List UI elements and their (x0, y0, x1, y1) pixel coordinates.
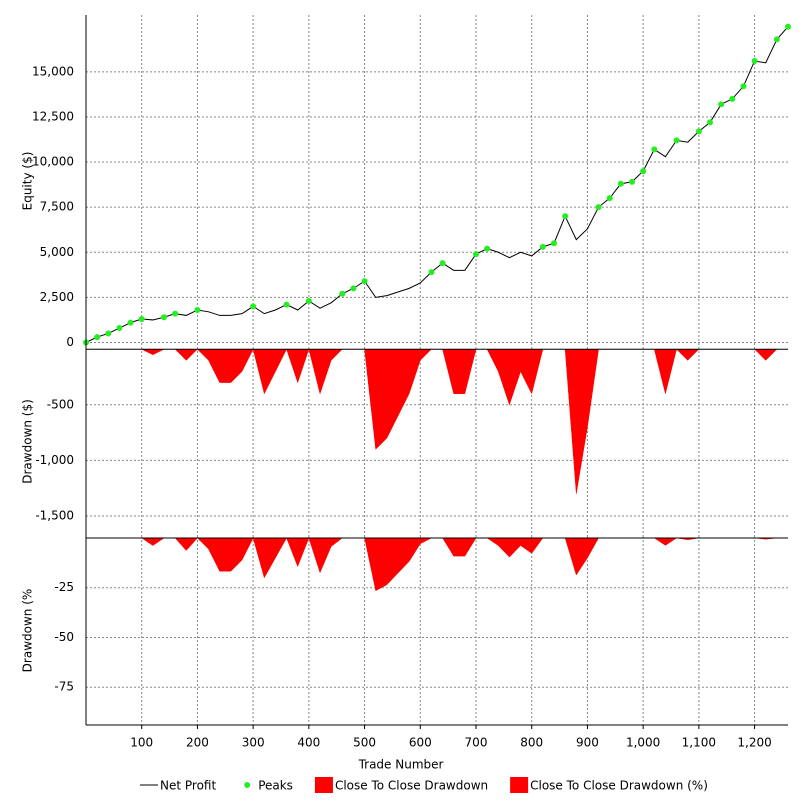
y-tick-label: 2,500 (40, 290, 74, 304)
peak-marker (651, 146, 658, 153)
y-tick-label: 5,000 (40, 245, 74, 259)
y-tick-label: -75 (54, 680, 74, 694)
drawdown-area (86, 348, 788, 494)
peak-marker (729, 95, 736, 102)
legend-icon (314, 777, 333, 793)
peak-marker (606, 195, 613, 202)
y-tick-label: 7,500 (40, 200, 74, 214)
x-axis-label: Trade Number (358, 758, 444, 772)
peak-marker (595, 204, 602, 211)
peak-marker (94, 334, 101, 341)
peak-marker (551, 240, 557, 247)
peak-marker (740, 83, 747, 90)
x-tick-label: 1,100 (682, 736, 716, 750)
y-axis-label: Drawdown (% (21, 589, 35, 673)
x-tick-label: 100 (130, 736, 153, 750)
peak-marker (773, 36, 780, 43)
peak-marker (473, 251, 479, 258)
x-tick-label: 500 (353, 736, 376, 750)
legend-icon (510, 777, 529, 793)
y-axis-label: Drawdown ($) (21, 399, 35, 484)
equity-line (85, 26, 789, 343)
y-tick-label: -25 (54, 580, 74, 594)
peak-marker (484, 245, 491, 252)
x-tick-label: 400 (297, 736, 320, 750)
x-tick-label: 600 (409, 736, 432, 750)
x-tick-label: 700 (465, 736, 488, 750)
y-tick-label: 10,000 (32, 155, 74, 169)
x-tick-label: 1,000 (626, 736, 660, 750)
peak-marker (105, 330, 112, 337)
y-axis-label: Equity ($) (21, 152, 35, 211)
peak-marker (539, 243, 546, 250)
peak-marker (629, 178, 635, 185)
peak-marker (673, 137, 680, 144)
legend-label: Net Profit (160, 779, 216, 793)
peak-marker (350, 285, 357, 292)
y-tick-label: -1,000 (35, 453, 74, 467)
peak-marker (361, 278, 368, 285)
peak-marker (305, 297, 312, 304)
x-tick-label: 200 (186, 736, 209, 750)
legend-label: Close To Close Drawdown (%) (530, 779, 708, 793)
peak-marker (194, 307, 201, 314)
legend-icon (244, 782, 251, 788)
peak-marker (617, 180, 624, 187)
legend-label: Close To Close Drawdown (335, 779, 488, 793)
peak-marker (640, 168, 647, 175)
peak-marker (718, 101, 725, 108)
peak-marker (562, 213, 569, 220)
peak-marker (161, 314, 167, 321)
peak-marker (428, 269, 435, 276)
peak-marker (751, 58, 758, 65)
peak-marker (283, 301, 290, 308)
x-tick-label: 800 (520, 736, 543, 750)
y-tick-label: -50 (54, 630, 74, 644)
peak-marker (172, 310, 179, 317)
x-tick-label: 900 (576, 736, 599, 750)
peak-marker (127, 319, 134, 326)
peak-marker (695, 128, 702, 135)
peak-marker (785, 23, 791, 30)
y-tick-label: 12,500 (32, 109, 74, 123)
x-tick-label: 1,200 (737, 736, 771, 750)
y-tick-label: -1,500 (35, 508, 74, 522)
y-tick-label: -500 (47, 397, 74, 411)
drawdown-area (86, 537, 788, 592)
peak-marker (339, 290, 346, 297)
legend-label: Peaks (258, 779, 293, 793)
peak-marker (707, 119, 713, 126)
y-tick-label: 15,000 (32, 64, 74, 78)
peak-marker (138, 316, 145, 323)
peak-marker (439, 260, 446, 267)
peak-marker (250, 303, 257, 310)
peak-marker (116, 325, 123, 332)
x-tick-label: 300 (242, 736, 265, 750)
y-tick-label: 0 (66, 335, 74, 349)
